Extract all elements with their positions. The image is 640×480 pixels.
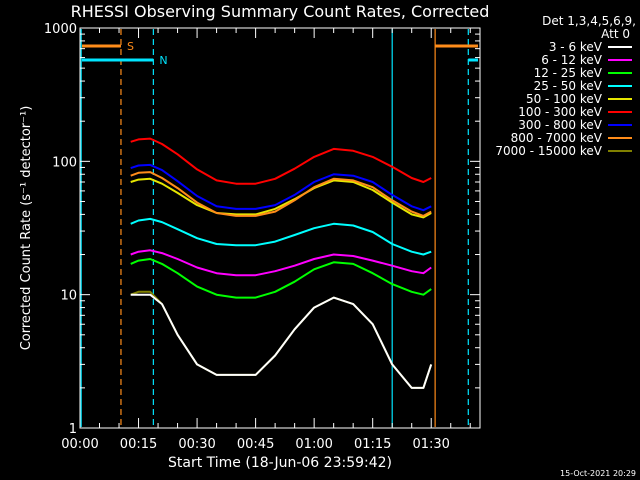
series-line bbox=[130, 217, 432, 256]
series-line bbox=[130, 293, 433, 389]
legend-label: 100 - 300 keV bbox=[518, 105, 602, 119]
series-line bbox=[130, 249, 432, 277]
series-line bbox=[130, 290, 433, 389]
y-tick-label: 1000 bbox=[44, 22, 77, 37]
series-line bbox=[130, 177, 432, 219]
y-tick-label: 1 bbox=[69, 422, 77, 437]
series-group bbox=[130, 137, 433, 389]
legend-label: 3 - 6 keV bbox=[549, 40, 603, 54]
vertical-lines bbox=[80, 29, 469, 427]
x-tick-label: 00:30 bbox=[178, 437, 215, 452]
y-axis: 1 10 100 1000 bbox=[44, 22, 480, 437]
y-axis-label: Corrected Count Rate (s⁻¹ detector⁻¹) bbox=[19, 106, 34, 351]
plot-area bbox=[79, 27, 481, 429]
legend-label: 25 - 50 keV bbox=[534, 79, 603, 93]
series-line bbox=[130, 171, 432, 217]
x-axis: 00:00 00:15 00:30 00:45 01:00 01:15 01:30 bbox=[61, 28, 471, 452]
x-tick-label: 01:00 bbox=[295, 437, 332, 452]
x-tick-label: 01:30 bbox=[412, 437, 449, 452]
x-tick-label: 01:15 bbox=[354, 437, 391, 452]
series-line bbox=[130, 137, 432, 185]
legend-attenuator: Att 0 bbox=[601, 27, 630, 41]
x-tick-label: 00:00 bbox=[61, 437, 98, 452]
x-tick-label: 00:45 bbox=[237, 437, 274, 452]
x-tick-label: 00:15 bbox=[120, 437, 157, 452]
legend-label: 300 - 800 keV bbox=[518, 118, 602, 132]
legend-label: 50 - 100 keV bbox=[526, 92, 603, 106]
x-axis-label: Start Time (18-Jun-06 23:59:42) bbox=[168, 455, 392, 471]
marker-label: S bbox=[127, 40, 134, 53]
legend-detectors: Det 1,3,4,5,6,9, bbox=[542, 14, 636, 28]
footer-date: 15-Oct-2021 20:29 bbox=[560, 469, 636, 478]
legend-label: 800 - 7000 keV bbox=[511, 131, 603, 145]
legend-label: 12 - 25 keV bbox=[534, 66, 603, 80]
marker-label: N bbox=[159, 54, 167, 67]
legend-label: 6 - 12 keV bbox=[541, 53, 603, 67]
legend-label: 7000 - 15000 keV bbox=[495, 144, 602, 158]
series-line bbox=[130, 258, 432, 299]
chart-title: RHESSI Observing Summary Count Rates, Co… bbox=[71, 2, 490, 21]
series-line bbox=[130, 163, 432, 212]
y-tick-label: 10 bbox=[60, 289, 77, 304]
observing-markers: SN bbox=[82, 40, 478, 67]
y-tick-label: 100 bbox=[52, 155, 77, 170]
